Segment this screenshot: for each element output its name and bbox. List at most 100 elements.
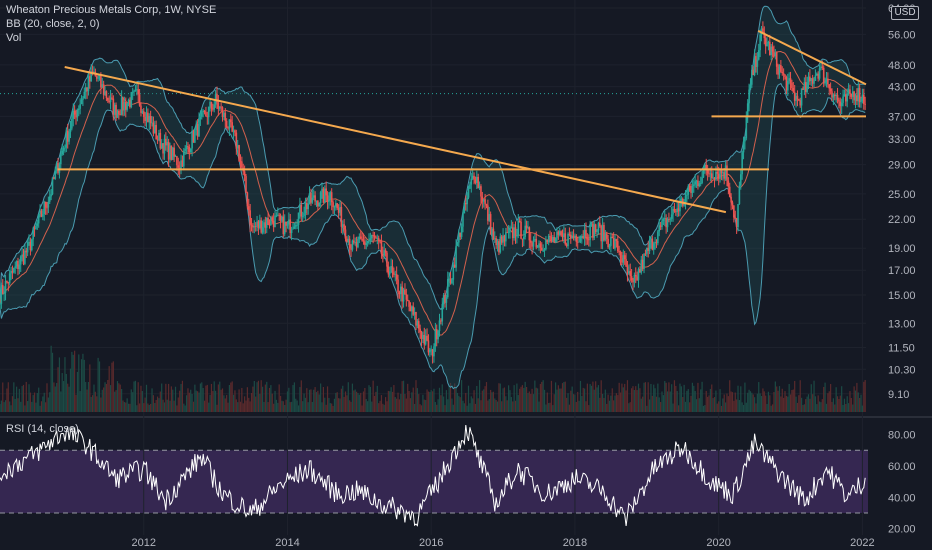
volume-bar: [28, 384, 30, 412]
candle-body: [158, 132, 160, 141]
candle-body: [265, 217, 268, 228]
candle-body: [854, 95, 857, 101]
candle-body: [828, 84, 831, 89]
candle-body: [840, 102, 843, 107]
volume-bar: [408, 391, 410, 412]
volume-bar: [231, 381, 233, 412]
candle-body: [231, 122, 233, 132]
candle-body: [77, 108, 80, 110]
volume-bar: [2, 382, 4, 412]
candle-body: [412, 306, 415, 315]
volume-bar: [154, 403, 156, 412]
candle-body: [775, 52, 778, 67]
volume-bar: [336, 392, 338, 412]
volume-bar: [455, 388, 457, 412]
volume-bar: [90, 396, 92, 412]
candle-body: [39, 210, 41, 214]
candle-body: [628, 271, 630, 274]
volume-bar: [275, 399, 278, 412]
candle-body: [593, 224, 596, 238]
candle-body: [766, 43, 768, 47]
volume-bar: [823, 386, 825, 412]
candle-body: [177, 165, 180, 168]
volume-bar: [259, 393, 261, 412]
candle-body: [655, 241, 658, 244]
volume-bar: [277, 402, 279, 412]
candle-body: [625, 259, 627, 267]
candle-body: [210, 101, 213, 109]
candle-body: [286, 224, 289, 226]
candle-body: [695, 180, 698, 182]
volume-bar: [465, 392, 467, 412]
candle-body: [337, 208, 340, 213]
candle-body: [704, 164, 706, 171]
volume-bar: [839, 395, 841, 412]
volume-bar: [380, 395, 383, 412]
volume-bar: [615, 393, 617, 412]
volume-bar: [181, 380, 184, 412]
volume-bar: [326, 386, 329, 412]
volume-bar: [666, 391, 669, 412]
candle-body: [293, 226, 296, 229]
candle-body: [91, 71, 94, 73]
volume-bar: [624, 383, 626, 412]
candle-body: [271, 217, 274, 221]
volume-bar: [68, 386, 70, 412]
volume-bar: [137, 382, 139, 412]
volume-bar: [407, 383, 409, 412]
candle-body: [22, 254, 25, 264]
volume-bar: [632, 386, 634, 412]
candle-body: [717, 173, 720, 179]
volume-bar: [232, 394, 235, 412]
candle-body: [344, 229, 347, 239]
volume-bar: [103, 387, 105, 412]
candle-body: [357, 239, 359, 248]
volume-bar: [854, 390, 857, 412]
volume-bar: [242, 403, 244, 412]
candle-body: [95, 76, 98, 79]
volume-bar: [219, 381, 221, 412]
volume-bar: [842, 404, 844, 412]
volume-bar: [418, 394, 420, 412]
candle-body: [697, 180, 699, 187]
candle-body: [781, 71, 784, 74]
volume-bar: [166, 399, 168, 412]
candle-body: [820, 66, 822, 69]
candle-body: [122, 97, 124, 111]
candle-body: [565, 244, 568, 246]
candle-body: [536, 245, 539, 248]
volume-bar: [780, 396, 782, 412]
candle-body: [10, 271, 12, 274]
candle-body: [460, 226, 463, 237]
candle-body: [587, 239, 590, 241]
candle-body: [730, 196, 732, 203]
volume-bar: [163, 402, 166, 412]
volume-bar: [115, 390, 117, 412]
volume-bar: [289, 402, 291, 412]
volume-bar: [530, 394, 532, 412]
volume-bar: [596, 387, 598, 412]
volume-bar: [662, 395, 664, 412]
volume-bar: [519, 388, 521, 412]
candle-body: [336, 203, 339, 209]
candle-body: [510, 227, 513, 229]
candle-body: [256, 221, 258, 227]
volume-bar: [332, 405, 334, 412]
volume-bar: [354, 389, 356, 412]
candle-body: [4, 280, 7, 293]
candle-body: [485, 203, 488, 206]
volume-bar: [787, 396, 789, 412]
volume-bar: [505, 396, 507, 412]
candle-body: [238, 145, 240, 161]
candle-body: [62, 147, 65, 151]
candle-body: [300, 204, 303, 217]
volume-bar: [31, 401, 33, 412]
candle-body: [605, 233, 608, 239]
candle-body: [393, 272, 395, 275]
candle-body: [818, 68, 821, 79]
volume-bar: [286, 391, 289, 412]
volume-bar: [340, 388, 342, 412]
candle-body: [268, 225, 271, 226]
